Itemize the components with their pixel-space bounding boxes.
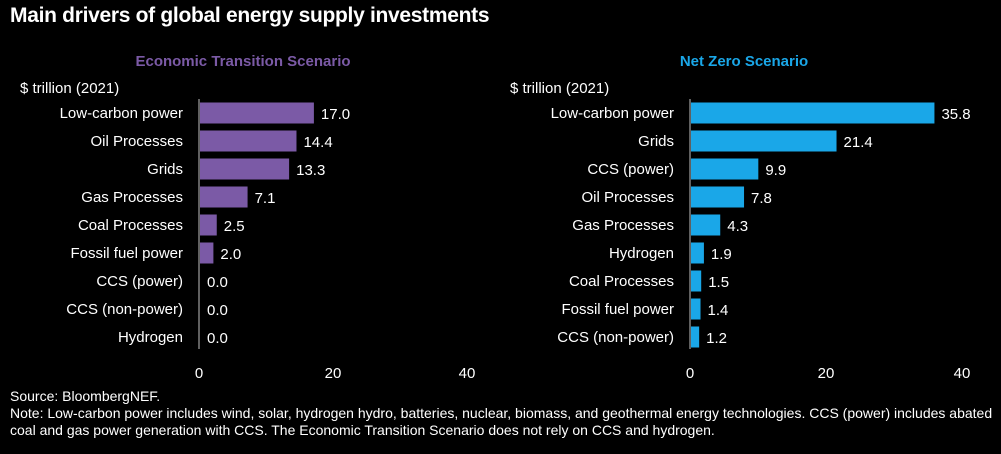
- nzs-category-label: Low-carbon power: [551, 105, 674, 122]
- nzs-value-label: 7.8: [751, 190, 772, 207]
- nzs-bar: [691, 214, 721, 236]
- ets-unit-label: $ trillion (2021): [20, 80, 119, 97]
- ets-category-label: Fossil fuel power: [70, 245, 183, 262]
- ets-tick-label: 0: [195, 365, 203, 382]
- nzs-bar: [691, 158, 759, 180]
- nzs-value-label: 21.4: [844, 134, 873, 151]
- nzs-unit-label: $ trillion (2021): [510, 80, 609, 97]
- ets-bar: [200, 242, 214, 264]
- ets-value-label: 2.5: [224, 218, 245, 235]
- ets-value-label: 14.4: [303, 134, 332, 151]
- ets-value-label: 0.0: [207, 302, 228, 319]
- ets-bar: [200, 214, 217, 236]
- ets-category-label: Oil Processes: [90, 133, 183, 150]
- ets-category-label: Grids: [147, 161, 183, 178]
- chart-title: Main drivers of global energy supply inv…: [10, 4, 490, 27]
- nzs-tick-label: 20: [818, 365, 835, 382]
- ets-category-label: CCS (power): [96, 273, 183, 290]
- nzs-tick-label: 0: [686, 365, 694, 382]
- nzs-category-label: Coal Processes: [569, 273, 674, 290]
- nzs-value-label: 1.5: [708, 274, 729, 291]
- ets-value-label: 2.0: [220, 246, 241, 263]
- source-text: Source: BloombergNEF.: [10, 388, 161, 404]
- nzs-value-label: 4.3: [727, 218, 748, 235]
- ets-value-label: 0.0: [207, 330, 228, 347]
- nzs-bar: [691, 102, 935, 124]
- nzs-panel-title: Net Zero Scenario: [680, 53, 808, 70]
- nzs-bar: [691, 326, 700, 348]
- nzs-tick-label: 40: [954, 365, 971, 382]
- ets-value-label: 7.1: [255, 190, 276, 207]
- ets-bar: [200, 130, 297, 152]
- nzs-bar: [691, 130, 837, 152]
- nzs-bar: [691, 242, 704, 264]
- ets-category-label: Coal Processes: [78, 217, 183, 234]
- nzs-value-label: 35.8: [941, 106, 970, 123]
- nzs-value-label: 1.4: [708, 302, 729, 319]
- ets-value-label: 13.3: [296, 162, 325, 179]
- ets-category-label: CCS (non-power): [66, 301, 183, 318]
- nzs-bar: [691, 186, 745, 208]
- nzs-category-label: CCS (non-power): [557, 329, 674, 346]
- ets-bar: [200, 158, 290, 180]
- nzs-bar: [691, 298, 701, 320]
- nzs-category-label: Gas Processes: [572, 217, 674, 234]
- ets-value-label: 0.0: [207, 274, 228, 291]
- ets-bar: [200, 102, 314, 124]
- nzs-value-label: 1.9: [711, 246, 732, 263]
- footer: Source: BloombergNEF. Note: Low-carbon p…: [10, 388, 995, 439]
- nzs-category-label: Oil Processes: [581, 189, 674, 206]
- ets-tick-label: 20: [325, 365, 342, 382]
- ets-tick-label: 40: [459, 365, 476, 382]
- nzs-category-label: Fossil fuel power: [561, 301, 674, 318]
- ets-bar: [200, 186, 248, 208]
- nzs-value-label: 1.2: [706, 330, 727, 347]
- ets-value-label: 17.0: [321, 106, 350, 123]
- nzs-value-label: 9.9: [765, 162, 786, 179]
- ets-category-label: Low-carbon power: [60, 105, 183, 122]
- ets-panel-title: Economic Transition Scenario: [135, 53, 350, 70]
- nzs-category-label: CCS (power): [587, 161, 674, 178]
- nzs-bar: [691, 270, 702, 292]
- ets-category-label: Hydrogen: [118, 329, 183, 346]
- nzs-category-label: Hydrogen: [609, 245, 674, 262]
- nzs-category-label: Grids: [638, 133, 674, 150]
- ets-category-label: Gas Processes: [81, 189, 183, 206]
- note-text: Note: Low-carbon power includes wind, so…: [10, 405, 993, 438]
